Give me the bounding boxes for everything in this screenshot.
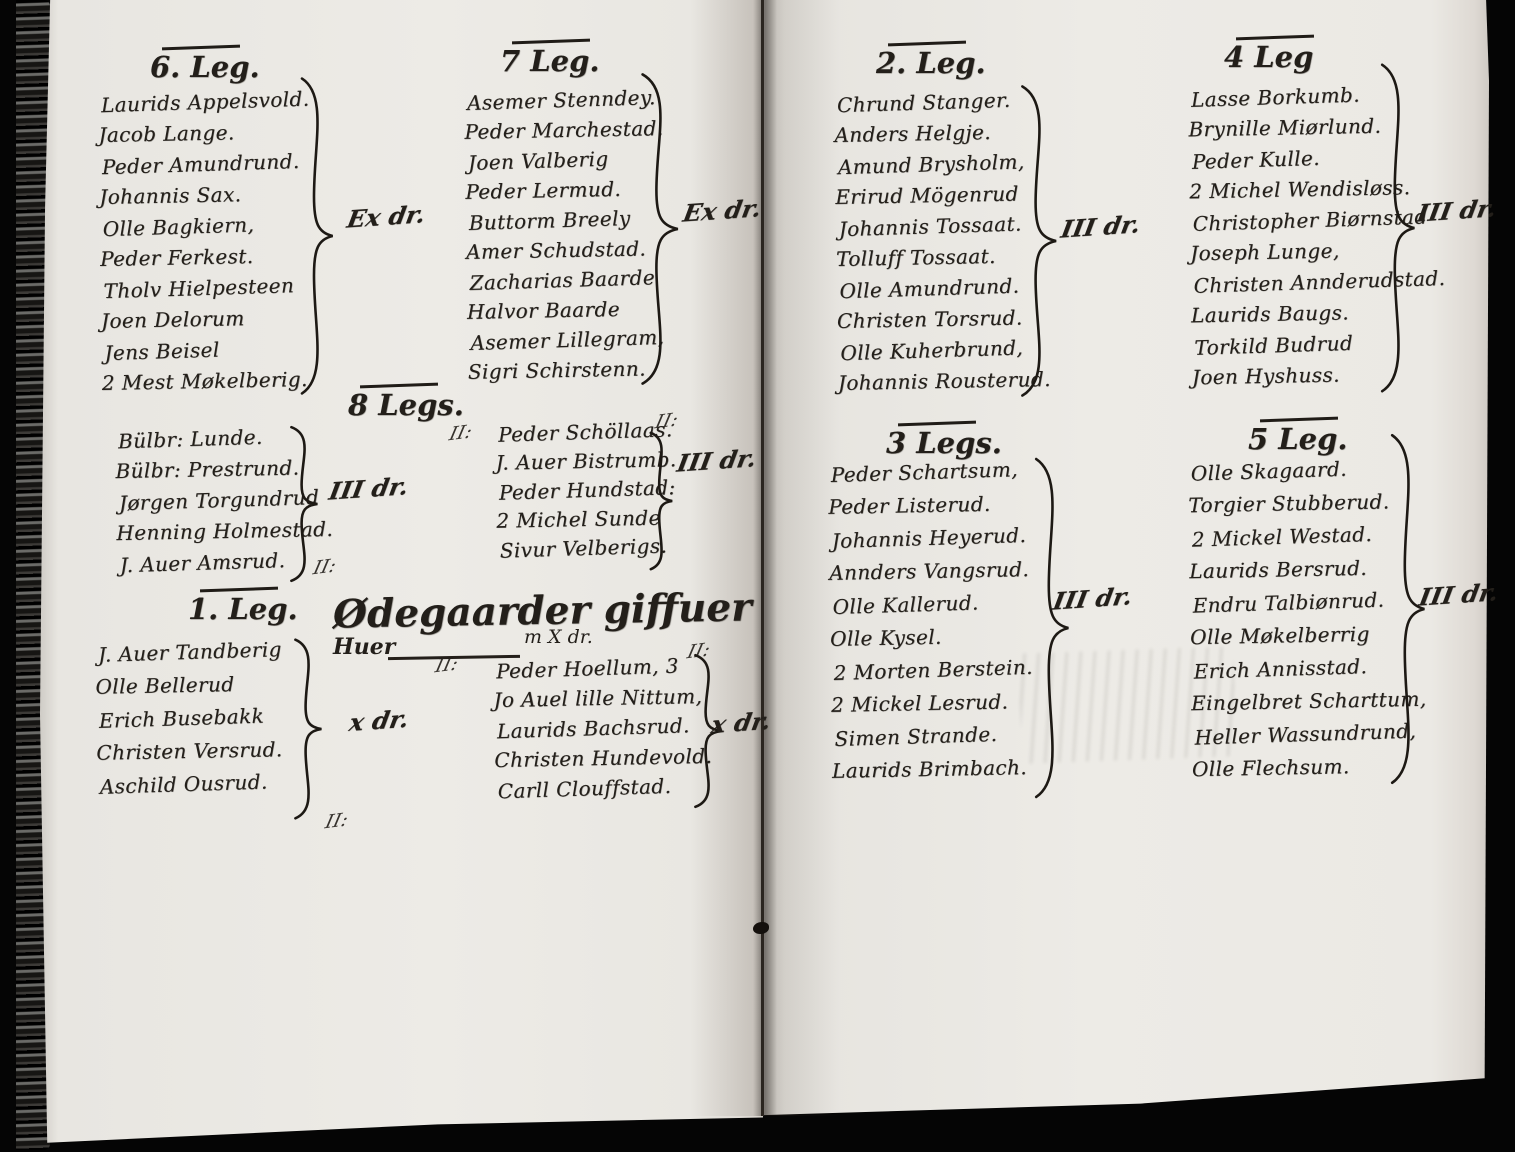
manuscript-line: Peder Listerud. <box>828 491 991 519</box>
grouping-brace <box>1388 428 1430 790</box>
rate-annotation: III dr. <box>1058 209 1143 244</box>
manuscript-line: Laurids Brimbach. <box>831 755 1028 783</box>
manuscript-line: Peder Schartsum, <box>830 457 1019 488</box>
leg-6-header-label: 6. Leg. <box>150 50 260 84</box>
rate-annotation: x dr. <box>346 704 412 737</box>
leg-1-header: 1. Leg. <box>188 586 298 626</box>
manuscript-line: Johannis Heyerud. <box>831 522 1027 554</box>
manuscript-line: Olle Bellerud <box>95 672 235 699</box>
manuscript-line: Olle Kallerud. <box>832 590 980 620</box>
leg-4-header: 4 Leg <box>1224 34 1315 74</box>
grouping-brace <box>648 430 676 572</box>
leg-5-header: 5 Leg. <box>1248 416 1348 456</box>
binding-stitch <box>753 922 769 934</box>
manuscript-line: Carll Clouffstad. <box>497 773 672 804</box>
leg-5-header-label: 5 Leg. <box>1248 422 1348 456</box>
rate-annotation: Ex dr. <box>680 193 764 228</box>
leg-8-header-label: 8 Legs. <box>348 388 464 422</box>
leg-3-header: 3 Legs. <box>886 420 1002 460</box>
leg-2-header-label: 2. Leg. <box>876 46 986 80</box>
leg-4-header-label: 4 Leg <box>1224 40 1314 74</box>
odegaarder-name-list: Peder Hoellum, 3 Jo Auel lille Nittum, Lau… <box>493 654 713 807</box>
rate-annotation: III dr. <box>1416 577 1501 612</box>
rate-annotation: x dr. <box>708 706 774 739</box>
manuscript-line: 2 Mest Møkelberig. <box>101 367 308 395</box>
manuscript-line: Annders Vangsrud. <box>829 557 1030 585</box>
manuscript-line: Asemer Stenndey. <box>466 85 656 116</box>
manuscript-line: 2 Morten Berstein. <box>833 654 1034 686</box>
manuscript-line: Christen Versrud. <box>96 737 283 765</box>
rate-annotation: III dr. <box>326 471 411 506</box>
grouping-brace <box>638 68 684 390</box>
leg-6-header: 6. Leg. <box>150 44 260 84</box>
grouping-brace <box>292 636 326 822</box>
grouping-brace <box>298 72 338 400</box>
rate-annotation: III dr. <box>674 443 759 478</box>
rate-note: m X dr. <box>524 626 593 648</box>
leg-8-header: 8 Legs. <box>348 382 464 422</box>
manuscript-line: Simen Strande. <box>834 721 998 752</box>
left-page <box>40 0 763 1143</box>
grouping-brace <box>692 652 726 810</box>
grouping-brace <box>1018 80 1062 402</box>
leg-3-header-label: 3 Legs. <box>886 426 1002 460</box>
huer-label: Huer <box>333 634 396 660</box>
leg-7-name-list: Asemer Stenndey. Peder Marchestad. Joen Va… <box>464 85 667 390</box>
grouping-brace <box>1378 58 1420 398</box>
leg-7-header: 7 Leg. <box>500 38 600 78</box>
leg-1-name-list: J. Auer Tandberig Olle Bellerud Erich Buse… <box>95 637 283 807</box>
leg-3-name-list: Peder Schartsum, Peder Listerud. Johannis … <box>828 457 1034 792</box>
manuscript-line: Olle Kysel. <box>829 624 942 651</box>
manuscript-line: Erich Busebakk <box>98 703 265 733</box>
right-page <box>763 0 1489 1116</box>
rate-annotation: Ex dr. <box>344 199 428 234</box>
rate-annotation: III dr. <box>1414 193 1499 228</box>
manuscript-line: Aschild Ousrud. <box>99 769 269 799</box>
leg-6-name-list: Laurids Appelsvold. Jacob Lange. Peder Amu… <box>98 87 311 402</box>
manuscript-line: J. Auer Tandberig <box>97 637 283 667</box>
grouping-brace <box>1032 452 1074 804</box>
leg-1-header-label: 1. Leg. <box>188 592 298 626</box>
manuscript-line: 2 Mickel Lesrud. <box>830 689 1009 717</box>
leg-2-header: 2. Leg. <box>876 40 986 80</box>
grouping-brace <box>288 424 322 584</box>
leg-7-header-label: 7 Leg. <box>500 44 600 78</box>
rate-annotation: III dr. <box>1050 581 1135 616</box>
book-fold <box>761 0 764 1116</box>
